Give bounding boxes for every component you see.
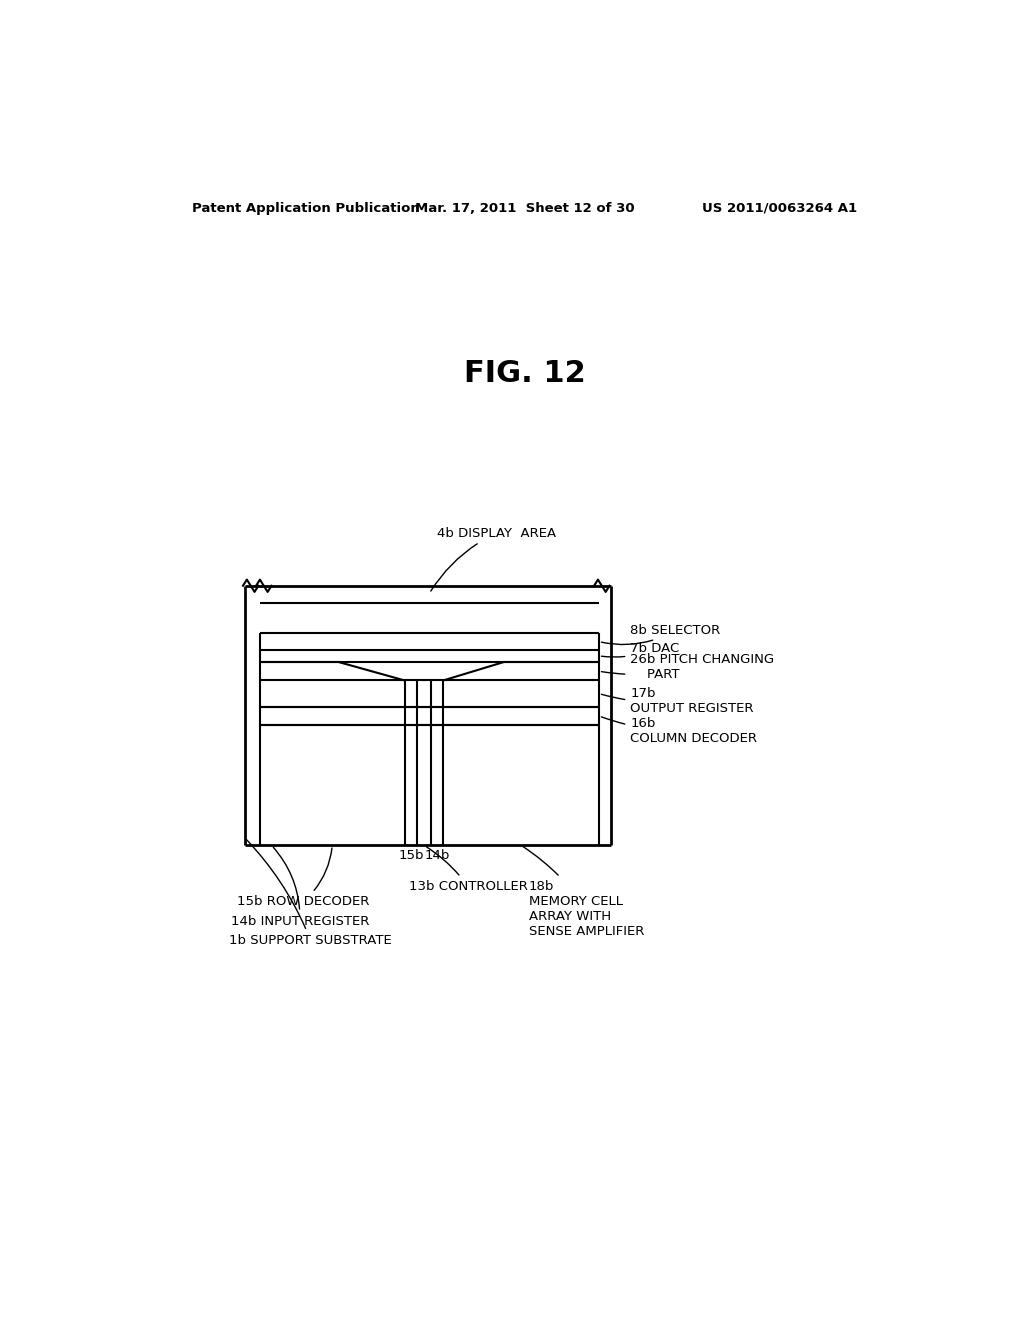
Text: US 2011/0063264 A1: US 2011/0063264 A1 — [702, 202, 857, 215]
Text: 16b
COLUMN DECODER: 16b COLUMN DECODER — [601, 717, 758, 746]
Text: 13b CONTROLLER: 13b CONTROLLER — [409, 846, 527, 892]
Text: 8b SELECTOR: 8b SELECTOR — [601, 623, 721, 644]
Text: Patent Application Publication: Patent Application Publication — [193, 202, 420, 215]
Text: 4b DISPLAY  AREA: 4b DISPLAY AREA — [431, 527, 556, 591]
Text: 1b SUPPORT SUBSTRATE: 1b SUPPORT SUBSTRATE — [229, 840, 392, 946]
Text: 14b INPUT REGISTER: 14b INPUT REGISTER — [230, 847, 369, 928]
Text: 15b: 15b — [398, 849, 424, 862]
Text: 18b
MEMORY CELL
ARRAY WITH
SENSE AMPLIFIER: 18b MEMORY CELL ARRAY WITH SENSE AMPLIFI… — [523, 846, 644, 939]
Text: 15b ROW DECODER: 15b ROW DECODER — [237, 847, 370, 908]
Text: 17b
OUTPUT REGISTER: 17b OUTPUT REGISTER — [601, 688, 754, 715]
Text: FIG. 12: FIG. 12 — [464, 359, 586, 388]
Text: 7b DAC: 7b DAC — [601, 642, 680, 657]
Text: 14b: 14b — [424, 849, 450, 862]
Text: Mar. 17, 2011  Sheet 12 of 30: Mar. 17, 2011 Sheet 12 of 30 — [415, 202, 635, 215]
Text: 26b PITCH CHANGING
    PART: 26b PITCH CHANGING PART — [601, 653, 774, 681]
